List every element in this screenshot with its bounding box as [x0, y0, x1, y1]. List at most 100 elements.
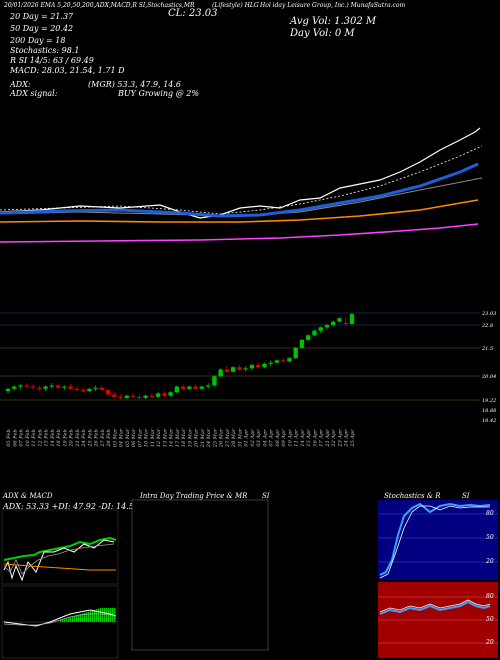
macd-histogram-bar: [70, 617, 72, 622]
adx-macd-title: ADX & MACD: [3, 492, 53, 500]
candle-body: [187, 386, 192, 389]
candle-body: [337, 318, 342, 322]
adx-signal-value: BUY Growing @ 2%: [118, 89, 199, 98]
macd-histogram-bar: [104, 608, 106, 622]
date-axis-label: 11 Apr: [294, 429, 300, 447]
candle-body: [218, 369, 223, 377]
macd-histogram-bar: [84, 612, 86, 622]
adx-green-line: [3, 536, 117, 561]
candle-body: [306, 335, 311, 340]
macd-histogram-bar: [86, 612, 88, 622]
candle-body: [105, 389, 111, 395]
date-axis-label: 04 Mar: [119, 428, 125, 447]
macd-histogram-bar: [68, 617, 70, 622]
candle-body: [287, 358, 292, 362]
macd-histogram-bar: [78, 614, 80, 622]
candle-body: [168, 392, 173, 396]
price-axis-label: 18.88: [482, 408, 496, 414]
date-axis-label: 08 Apr: [275, 429, 281, 447]
price-axis-label: 19.22: [482, 398, 496, 404]
date-axis-label: 24 Mar: [206, 428, 212, 448]
date-axis-label: 07 Feb: [19, 429, 25, 446]
date-axis-label: 17 Apr: [319, 429, 325, 447]
price-axis-label: 21.5: [481, 346, 493, 352]
date-axis-label: 24 Apr: [344, 429, 350, 448]
candle-body: [318, 327, 323, 331]
avg-volume-label: Avg Vol: 1.302 M: [290, 16, 377, 27]
candlestick-series: [5, 313, 355, 400]
chart-header-top-line: 20/01/2026 EMA 5,20,50,200,ADX,MACD,R SI…: [4, 2, 195, 9]
date-axis-label: 20 Feb: [69, 429, 75, 447]
date-axis-label: 26 Mar: [219, 428, 225, 448]
date-axis-label: 13 Feb: [44, 429, 50, 446]
intraday-title: Intra Day Trading Price & MR: [140, 492, 248, 500]
ema-dotted-line: [0, 145, 483, 215]
ema200-line: [0, 223, 479, 243]
candle-body: [30, 386, 36, 388]
ema5-line: [0, 127, 481, 219]
candle-body: [212, 376, 217, 386]
candle-body: [180, 386, 186, 389]
date-axis-label: 10 Feb: [25, 429, 31, 446]
stoch-axis-50: 50: [486, 534, 494, 541]
rsi-label: R SI 14/5: 63 / 69.49: [10, 56, 94, 65]
macd-histogram-bar: [114, 608, 116, 622]
candle-body: [155, 393, 161, 397]
date-axis-label: 09 Apr: [281, 429, 287, 447]
date-axis-label: 28 Mar: [231, 428, 237, 448]
candle-body: [268, 362, 273, 364]
date-axis-label: 11 Feb: [31, 429, 37, 446]
macd-histogram-bar: [108, 608, 110, 622]
date-axis-label: 26 Feb: [94, 429, 100, 447]
stoch-title: Stochastics & R: [384, 492, 441, 500]
date-axis-label: 05 Feb: [6, 429, 12, 446]
date-axis-label: 18 Mar: [181, 428, 187, 447]
ema200-label: 200 Day = 18: [10, 36, 66, 45]
date-axis-label: 25 Mar: [212, 428, 218, 448]
date-axis-label: 07 Mar: [137, 428, 143, 447]
price-axis-label: 20.04: [481, 374, 496, 380]
rsi-axis-80: 80: [486, 593, 494, 600]
candle-body: [274, 360, 280, 363]
candle-body: [80, 389, 86, 392]
macd-histogram-bar: [110, 608, 112, 622]
ema50-line: [0, 199, 479, 223]
stoch-k-line: [379, 502, 491, 576]
price-axis-label: 22.8: [481, 323, 493, 329]
candle-body: [18, 385, 23, 387]
candle-body: [130, 395, 136, 397]
date-axis-label: 10 Apr: [287, 429, 293, 447]
intraday-si: SI: [262, 492, 270, 500]
price-level-lines: [0, 312, 480, 401]
adx-label: ADX:: [10, 80, 31, 89]
candle-body: [49, 385, 54, 387]
rsi-blue-line: [379, 600, 491, 615]
candle-body: [99, 387, 105, 390]
candle-body: [12, 386, 17, 389]
candle-body: [230, 367, 236, 372]
date-axis-label: 20 Mar: [194, 428, 200, 448]
date-axis-label: 27 Mar: [225, 428, 231, 448]
date-axis-label: 21 Feb: [75, 429, 81, 447]
candle-body: [162, 393, 167, 396]
date-axis-label: 12 Feb: [37, 429, 43, 446]
candle-body: [87, 388, 92, 392]
close-price-label: CL: 23.03: [168, 8, 218, 19]
candle-body: [93, 387, 98, 389]
candle-body: [205, 385, 211, 387]
adx-values-line: ADX: 53.33 +DI: 47.92 -DI: 14.58: [3, 502, 139, 511]
rsi-axis-50: 50: [486, 616, 494, 623]
candle-body: [262, 363, 267, 368]
candle-body: [74, 388, 79, 390]
date-axis-label: 31 Mar: [237, 428, 243, 447]
date-axis-label: 02 Apr: [250, 429, 256, 447]
candle-body: [299, 339, 305, 348]
rsi-panel: [378, 582, 498, 658]
date-axis-label: 21 Mar: [200, 428, 206, 448]
date-axis-label: 22 Apr: [331, 429, 337, 448]
date-axis-label: 21 Apr: [325, 429, 331, 448]
candle-body: [24, 385, 29, 387]
candle-body: [237, 367, 242, 370]
macd-histogram-bar: [74, 615, 76, 622]
price-axis-label: 23.03: [481, 311, 496, 317]
